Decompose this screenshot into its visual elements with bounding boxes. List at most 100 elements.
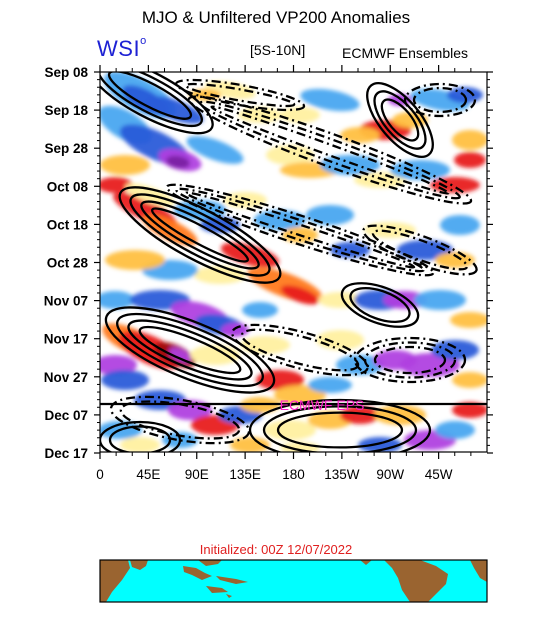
y-tick-label: Oct 08 bbox=[47, 179, 89, 194]
positive-contour bbox=[349, 286, 411, 324]
anomaly-patch bbox=[452, 372, 487, 388]
positive-contour bbox=[262, 405, 418, 452]
anomaly-patch bbox=[452, 130, 487, 150]
positive-contour bbox=[108, 425, 172, 452]
y-tick-label: Nov 27 bbox=[44, 370, 88, 385]
anomaly-patch bbox=[431, 340, 479, 360]
x-tick-label: 180 bbox=[282, 467, 305, 482]
anomaly-patch bbox=[105, 250, 165, 270]
wsi-logo: WSIo bbox=[97, 34, 147, 61]
positive-contour bbox=[100, 72, 214, 135]
x-tick-label: 135W bbox=[324, 467, 360, 482]
anomaly-patch bbox=[240, 336, 290, 354]
anomaly-patch bbox=[306, 205, 354, 225]
anomaly-patch bbox=[186, 136, 244, 164]
ensemble-label: ECMWF Ensembles bbox=[342, 45, 469, 61]
anomaly-patch bbox=[397, 240, 453, 260]
x-tick-label: 90W bbox=[376, 467, 404, 482]
anomaly-patch bbox=[392, 112, 428, 128]
negative-contour bbox=[362, 224, 478, 276]
negative-contour bbox=[210, 105, 450, 195]
anomaly-patch bbox=[168, 347, 192, 363]
positive-contour bbox=[100, 420, 182, 452]
mjo-contours bbox=[100, 72, 478, 452]
anomaly-patch bbox=[300, 88, 360, 112]
positive-contour bbox=[276, 411, 404, 449]
y-tick-label: Sep 08 bbox=[44, 65, 88, 80]
y-tick-label: Sep 28 bbox=[44, 141, 88, 156]
anomaly-patch bbox=[280, 107, 320, 123]
x-tick-label: 90E bbox=[185, 467, 209, 482]
y-tick-label: Nov 07 bbox=[44, 294, 88, 309]
anomaly-patch bbox=[435, 421, 475, 439]
anomaly-patch bbox=[340, 127, 380, 143]
x-tick-label: 45W bbox=[425, 467, 453, 482]
y-tick-label: Oct 18 bbox=[47, 217, 89, 232]
y-axis: Sep 08 Sep 18 Sep 28 Oct 08 Oct 18 Oct 28 Nov … bbox=[44, 65, 493, 461]
anomaly-patch bbox=[308, 377, 352, 393]
negative-contour bbox=[175, 187, 425, 273]
positive-contour bbox=[138, 325, 242, 375]
positive-contour bbox=[140, 200, 260, 270]
y-tick-label: Dec 07 bbox=[44, 408, 88, 423]
anomaly-patch bbox=[142, 214, 198, 246]
chart-title: MJO & Unfiltered VP200 Anomalies bbox=[141, 8, 411, 27]
negative-contour bbox=[373, 345, 447, 375]
anomaly-patch bbox=[256, 370, 304, 390]
world-map-inset bbox=[99, 559, 488, 603]
negative-contour bbox=[184, 191, 416, 269]
negative-contour bbox=[184, 82, 296, 108]
anomaly-patch bbox=[230, 437, 270, 452]
positive-contour bbox=[100, 72, 203, 128]
negative-contour bbox=[187, 95, 473, 205]
anomaly-patch bbox=[100, 291, 135, 309]
x-axis: 0 45E 90E 135E 180 135W 90W 45W bbox=[96, 65, 472, 482]
anomaly-patch bbox=[450, 312, 487, 328]
positive-contour bbox=[107, 72, 193, 120]
anomaly-patch bbox=[101, 370, 149, 390]
anomaly-patch bbox=[452, 402, 487, 418]
region-label: [5S-10N] bbox=[250, 42, 306, 58]
negative-contour bbox=[165, 183, 435, 277]
positive-contour bbox=[104, 306, 276, 394]
negative-contour bbox=[231, 323, 369, 377]
x-tick-label: 135E bbox=[229, 467, 261, 482]
anomaly-patch bbox=[414, 290, 466, 310]
negative-contour bbox=[109, 395, 251, 445]
anomaly-patch bbox=[194, 266, 246, 284]
anomaly-patch bbox=[281, 285, 319, 305]
anomaly-patch bbox=[440, 215, 480, 235]
y-tick-label: Oct 28 bbox=[47, 256, 89, 271]
anomaly-patch bbox=[340, 406, 380, 424]
anomaly-patch bbox=[100, 155, 150, 175]
anomaly-patch bbox=[264, 420, 316, 440]
anomaly-patch bbox=[390, 160, 450, 180]
positive-contour bbox=[366, 82, 434, 158]
negative-contour bbox=[199, 100, 461, 200]
forecast-source-label: ECMWF EPS bbox=[280, 397, 365, 413]
anomaly-patch bbox=[166, 155, 190, 169]
initialized-label: Initialized: 00Z 12/07/2022 bbox=[199, 542, 353, 557]
anomaly-patch bbox=[320, 155, 380, 175]
negative-contour bbox=[353, 336, 467, 384]
positive-contour bbox=[380, 98, 420, 142]
positive-contour bbox=[248, 398, 432, 452]
positive-contour bbox=[340, 282, 420, 328]
y-tick-label: Nov 17 bbox=[44, 332, 88, 347]
anomaly-patch bbox=[354, 172, 406, 188]
anomaly-patch bbox=[120, 437, 160, 452]
anomaly-patch bbox=[266, 145, 314, 165]
y-tick-label: Sep 18 bbox=[44, 103, 88, 118]
map-land bbox=[100, 560, 487, 602]
anomaly-patch bbox=[220, 242, 280, 268]
negative-contour bbox=[412, 86, 468, 114]
x-tick-label: 0 bbox=[96, 467, 104, 482]
anomaly-patch bbox=[242, 302, 278, 318]
x-tick-label: 45E bbox=[136, 467, 160, 482]
negative-contour bbox=[174, 78, 306, 112]
positive-contour bbox=[129, 193, 271, 277]
anomaly-patch bbox=[454, 152, 486, 168]
positive-contour bbox=[127, 319, 253, 381]
positive-contour bbox=[116, 312, 264, 388]
